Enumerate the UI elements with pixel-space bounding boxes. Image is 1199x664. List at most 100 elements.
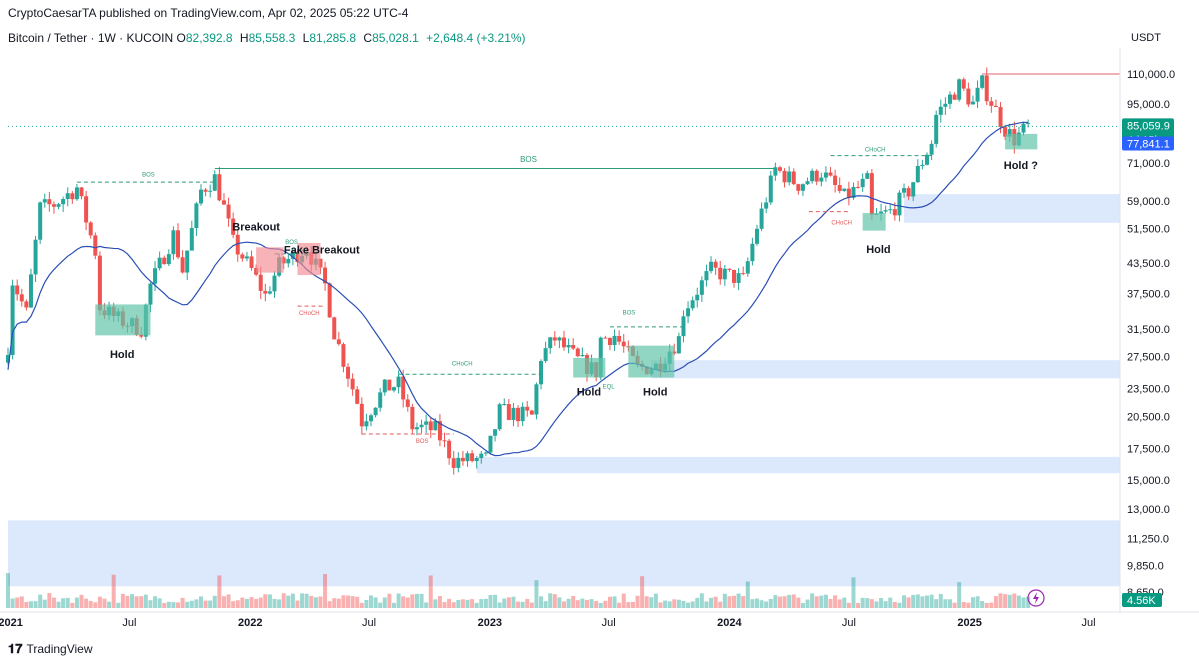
volume-bar: [865, 598, 870, 608]
candle-body: [267, 291, 272, 294]
tradingview-logo[interactable]: 𝟏𝟕 TradingView: [8, 641, 93, 657]
volume-bar: [1016, 595, 1021, 608]
volume-bar: [419, 593, 424, 608]
volume-bar: [369, 595, 374, 608]
candle-body: [511, 407, 516, 420]
volume-bar: [814, 596, 819, 608]
candle-body: [621, 341, 626, 347]
candle-body: [989, 101, 994, 106]
candles: [6, 67, 1031, 475]
volume-bar: [153, 596, 158, 608]
volume-bar: [649, 597, 654, 608]
candle-body: [879, 211, 884, 214]
volume-bar: [888, 597, 893, 608]
x-axis-tick: 2022: [238, 617, 262, 629]
candle-body: [396, 376, 401, 388]
volume-bar: [584, 599, 589, 608]
volume-bar: [70, 602, 75, 608]
candle-body: [819, 177, 824, 182]
candle-body: [814, 170, 819, 182]
volume-bar: [38, 594, 43, 608]
candle-body: [920, 164, 925, 167]
volume-bar: [249, 597, 254, 608]
candle-body: [1007, 129, 1012, 137]
volume-bar: [543, 601, 548, 608]
candle-body: [6, 355, 10, 363]
annotation-choch-up: EQL: [603, 384, 616, 390]
volume-bar: [617, 602, 622, 608]
tradingview-logo-text: TradingView: [26, 642, 93, 656]
candle-body: [189, 228, 194, 251]
volume-bar: [925, 595, 930, 608]
volume-bar: [254, 598, 259, 608]
volume-bar: [244, 598, 249, 608]
candle-body: [952, 94, 957, 100]
candle-body: [97, 255, 102, 311]
y-axis-tick: 27,500.0: [1127, 351, 1170, 363]
candle-body: [773, 167, 778, 176]
volume-bar: [819, 595, 824, 608]
volume-bar: [566, 598, 571, 608]
candle-body: [745, 261, 750, 274]
volume-bar: [217, 575, 222, 608]
volume-bar: [465, 599, 470, 608]
y-axis-tick: 43,500.0: [1127, 258, 1170, 270]
volume-bar: [768, 598, 773, 608]
candle-body: [548, 337, 553, 349]
volume-bar: [796, 597, 801, 608]
candle-body: [42, 199, 47, 203]
candle-body: [433, 421, 438, 431]
currency-label[interactable]: USDT: [1131, 32, 1161, 44]
volume-bar: [764, 601, 769, 608]
tradingview-logo-icon: 𝟏𝟕: [8, 641, 23, 656]
volume-bar: [497, 602, 502, 608]
y-axis-tick: 13,000.0: [1127, 504, 1170, 516]
volume-bar: [258, 597, 263, 608]
candle-body: [479, 453, 484, 459]
volume-bar: [856, 602, 861, 608]
volume-bar: [980, 600, 985, 608]
candle-body: [290, 251, 295, 259]
publish-info: CryptoCaesarTA published on TradingView.…: [8, 6, 409, 20]
candle-body: [74, 187, 79, 200]
volume-bar: [520, 601, 525, 608]
breakout-box: [297, 242, 321, 276]
candle-body: [51, 204, 56, 207]
y-axis-tick: 17,500.0: [1127, 444, 1170, 456]
candle-body: [24, 301, 29, 308]
candle-body: [451, 458, 456, 468]
volume-bar: [208, 600, 213, 608]
volume-bar: [1003, 594, 1008, 608]
x-axis-tick: 2024: [717, 617, 742, 629]
candle-body: [221, 200, 226, 205]
candle-body: [782, 170, 787, 183]
volume-bar: [286, 595, 291, 608]
y-axis-tick: 51,500.0: [1127, 224, 1170, 236]
volume-bar: [704, 601, 709, 608]
volume-bar: [552, 594, 557, 608]
volume-bar: [130, 594, 135, 608]
volume-bar: [883, 601, 888, 608]
annotation-label: Breakout: [232, 222, 280, 234]
volume-bar: [989, 602, 994, 608]
candle-body: [456, 457, 461, 468]
price-tag-value: 77,841.1: [1127, 138, 1170, 150]
volume-bar: [194, 599, 199, 608]
x-axis-tick: 2025: [957, 617, 981, 629]
volume-bar: [640, 576, 645, 608]
candle-body: [828, 172, 833, 176]
volume-bar: [920, 596, 925, 608]
volume-bar: [304, 593, 309, 608]
candle-body: [65, 193, 70, 200]
y-axis-tick: 15,000.0: [1127, 475, 1170, 487]
candle-body: [198, 189, 203, 204]
candle-body: [424, 421, 429, 425]
candle-body: [244, 256, 249, 259]
volume-bar: [516, 601, 521, 608]
symbol-name[interactable]: Bitcoin / Tether · 1W · KUCOIN: [8, 31, 174, 45]
moving-average-line: [7, 121, 1029, 457]
candle-body: [846, 188, 851, 198]
candle-body: [980, 75, 985, 88]
open-label: O: [176, 31, 186, 45]
